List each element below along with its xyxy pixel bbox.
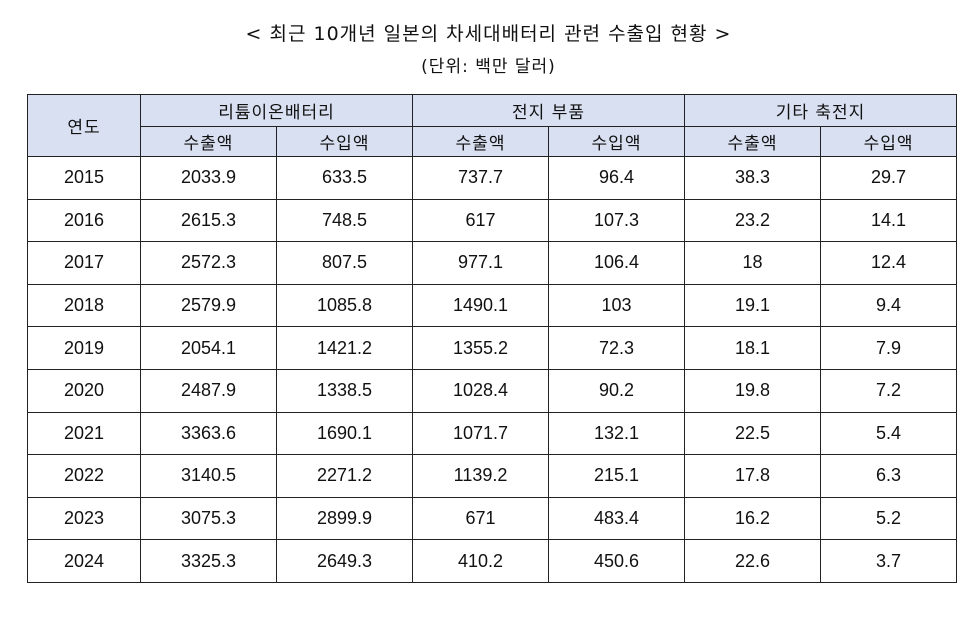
- li-ion-export-cell: 2615.3: [140, 198, 277, 243]
- table-row: 2020 2487.9 1338.5 1028.4 90.2 19.8 7.2: [27, 368, 958, 413]
- li-ion-export-cell: 3363.6: [140, 411, 277, 456]
- subheader-export: 수출액: [140, 126, 277, 157]
- parts-export-cell: 1028.4: [412, 368, 550, 413]
- subheader-import: 수입액: [820, 126, 958, 157]
- table-row: 2018 2579.9 1085.8 1490.1 103 19.1 9.4: [27, 283, 958, 328]
- parts-export-cell: 1071.7: [412, 411, 550, 456]
- parts-import-cell: 107.3: [548, 198, 686, 243]
- header-row-subheaders: 수출액 수입액 수출액 수입액 수출액 수입액: [28, 126, 958, 157]
- other-export-cell: 16.2: [684, 496, 822, 541]
- parts-export-cell: 977.1: [412, 241, 550, 285]
- subheader-export: 수출액: [412, 126, 550, 157]
- li-ion-export-cell: 3140.5: [140, 454, 277, 498]
- li-ion-export-cell: 2054.1: [140, 326, 277, 370]
- table-row: 2016 2615.3 748.5 617 107.3 23.2 14.1: [27, 198, 958, 243]
- other-import-cell: 7.2: [820, 368, 958, 413]
- parts-export-cell: 410.2: [412, 539, 550, 583]
- year-cell: 2022: [27, 454, 141, 498]
- li-ion-import-cell: 1421.2: [275, 326, 414, 370]
- other-import-cell: 29.7: [820, 156, 958, 200]
- group-header-battery-parts: 전지 부품: [412, 94, 686, 127]
- other-export-cell: 22.6: [684, 539, 822, 583]
- page-title: < 최근 10개년 일본의 차세대배터리 관련 수출입 현황 >: [245, 23, 732, 45]
- group-header-lithium-ion: 리튬이온배터리: [139, 94, 414, 127]
- table-row: 2017 2572.3 807.5 977.1 106.4 18 12.4: [27, 241, 958, 285]
- parts-export-cell: 671: [412, 496, 550, 541]
- other-export-cell: 18.1: [684, 326, 822, 370]
- other-import-cell: 5.4: [820, 411, 958, 456]
- year-cell: 2018: [27, 283, 141, 328]
- parts-export-cell: 1355.2: [412, 326, 550, 370]
- year-cell: 2019: [27, 326, 141, 370]
- year-cell: 2023: [27, 496, 141, 541]
- li-ion-import-cell: 2271.2: [275, 454, 414, 498]
- table-row: 2024 3325.3 2649.3 410.2 450.6 22.6 3.7: [27, 539, 958, 583]
- parts-import-cell: 72.3: [548, 326, 686, 370]
- table-row: 2019 2054.1 1421.2 1355.2 72.3 18.1 7.9: [27, 326, 958, 370]
- parts-export-cell: 737.7: [412, 156, 550, 200]
- other-import-cell: 14.1: [820, 198, 958, 243]
- year-header: 연도: [27, 94, 141, 157]
- year-cell: 2015: [27, 156, 141, 200]
- li-ion-import-cell: 1338.5: [275, 368, 414, 413]
- li-ion-import-cell: 807.5: [275, 241, 414, 285]
- other-import-cell: 9.4: [820, 283, 958, 328]
- subheader-import: 수입액: [275, 126, 414, 157]
- parts-import-cell: 215.1: [548, 454, 686, 498]
- li-ion-export-cell: 3325.3: [140, 539, 277, 583]
- table-row: 2021 3363.6 1690.1 1071.7 132.1 22.5 5.4: [27, 411, 958, 456]
- li-ion-import-cell: 2899.9: [275, 496, 414, 541]
- unit-note: (단위: 백만 달러): [421, 57, 556, 77]
- parts-import-cell: 450.6: [548, 539, 686, 583]
- li-ion-export-cell: 2033.9: [140, 156, 277, 200]
- li-ion-export-cell: 3075.3: [140, 496, 277, 541]
- other-export-cell: 38.3: [684, 156, 822, 200]
- other-export-cell: 19.8: [684, 368, 822, 413]
- year-cell: 2020: [27, 368, 141, 413]
- trade-table: 연도 리튬이온배터리 전지 부품 기타 축전지 수출액 수입액 수출액 수입액 …: [27, 94, 958, 583]
- table-body: 2015 2033.9 633.5 737.7 96.4 38.3 29.7 2016 2615…: [27, 156, 958, 583]
- li-ion-export-cell: 2572.3: [140, 241, 277, 285]
- year-cell: 2024: [27, 539, 141, 583]
- li-ion-import-cell: 748.5: [275, 198, 414, 243]
- group-header-other-storage: 기타 축전지: [684, 94, 958, 127]
- other-export-cell: 17.8: [684, 454, 822, 498]
- li-ion-export-cell: 2579.9: [140, 283, 277, 328]
- table-header: 연도 리튬이온배터리 전지 부품 기타 축전지 수출액 수입액 수출액 수입액 …: [27, 94, 958, 157]
- li-ion-import-cell: 1085.8: [275, 283, 414, 328]
- parts-import-cell: 90.2: [548, 368, 686, 413]
- table-row: 2015 2033.9 633.5 737.7 96.4 38.3 29.7: [27, 156, 958, 200]
- other-import-cell: 3.7: [820, 539, 958, 583]
- other-export-cell: 19.1: [684, 283, 822, 328]
- year-cell: 2021: [27, 411, 141, 456]
- parts-import-cell: 103: [548, 283, 686, 328]
- other-export-cell: 23.2: [684, 198, 822, 243]
- subheader-import: 수입액: [548, 126, 686, 157]
- table-row: 2023 3075.3 2899.9 671 483.4 16.2 5.2: [27, 496, 958, 541]
- parts-export-cell: 1139.2: [412, 454, 550, 498]
- li-ion-import-cell: 2649.3: [275, 539, 414, 583]
- parts-import-cell: 96.4: [548, 156, 686, 200]
- li-ion-import-cell: 633.5: [275, 156, 414, 200]
- parts-import-cell: 483.4: [548, 496, 686, 541]
- parts-export-cell: 617: [412, 198, 550, 243]
- li-ion-import-cell: 1690.1: [275, 411, 414, 456]
- other-import-cell: 5.2: [820, 496, 958, 541]
- header-row-groups: 연도 리튬이온배터리 전지 부품 기타 축전지: [27, 94, 958, 157]
- subheader-export: 수출액: [684, 126, 822, 157]
- parts-export-cell: 1490.1: [412, 283, 550, 328]
- parts-import-cell: 132.1: [548, 411, 686, 456]
- table-row: 2022 3140.5 2271.2 1139.2 215.1 17.8 6.3: [27, 454, 958, 498]
- year-cell: 2017: [27, 241, 141, 285]
- other-import-cell: 12.4: [820, 241, 958, 285]
- other-import-cell: 7.9: [820, 326, 958, 370]
- other-export-cell: 18: [684, 241, 822, 285]
- year-cell: 2016: [27, 198, 141, 243]
- other-export-cell: 22.5: [684, 411, 822, 456]
- other-import-cell: 6.3: [820, 454, 958, 498]
- li-ion-export-cell: 2487.9: [140, 368, 277, 413]
- parts-import-cell: 106.4: [548, 241, 686, 285]
